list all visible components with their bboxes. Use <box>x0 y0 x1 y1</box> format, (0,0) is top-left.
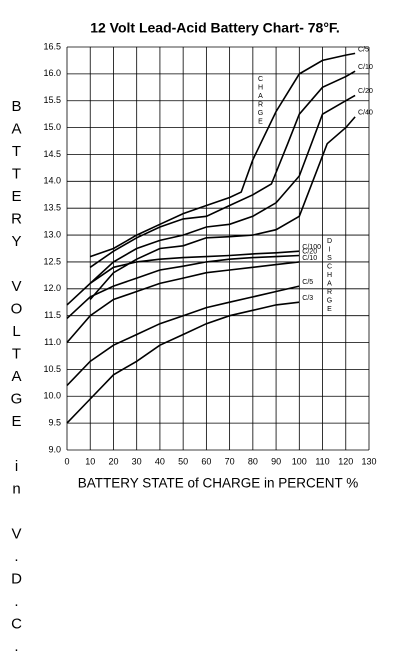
y-tick-label: 9.5 <box>48 418 61 428</box>
series-line <box>89 116 356 301</box>
y-tick-label: 16.0 <box>43 68 61 78</box>
x-tick-label: 10 <box>85 456 95 466</box>
y-tick-label: 12.0 <box>43 283 61 293</box>
series-label: C/20 <box>302 248 317 255</box>
y-tick-label: 11.5 <box>44 310 61 320</box>
y-tick-label: 13.0 <box>43 229 61 239</box>
series-label: C/40 <box>358 110 373 117</box>
x-tick-label: 0 <box>64 456 69 466</box>
series-label: C/10 <box>358 64 373 71</box>
y-tick-label: 16.5 <box>43 41 61 51</box>
y-tick-label: 13.5 <box>43 203 61 213</box>
x-tick-label: 120 <box>338 456 353 466</box>
chart-title: 12 Volt Lead-Acid Battery Chart- 78°F. <box>90 20 340 36</box>
x-axis-label: BATTERY STATE of CHARGE in PERCENT % <box>78 476 359 491</box>
series-line <box>66 261 300 344</box>
y-tick-label: 15.5 <box>43 95 61 105</box>
series-line <box>66 254 300 319</box>
y-tick-label: 10.0 <box>43 391 61 401</box>
x-tick-label: 30 <box>132 456 142 466</box>
y-tick-label: 10.5 <box>43 364 61 374</box>
series-label: C/3 <box>302 295 313 302</box>
series-line <box>89 70 356 268</box>
x-tick-label: 130 <box>361 456 376 466</box>
series-label: C/5 <box>358 46 369 53</box>
y-axis-label: BATTERY VOLTAGE in V.D.C. <box>8 98 25 661</box>
charge-label: CHARGE <box>257 76 264 127</box>
series-line <box>66 250 300 306</box>
series-label: C/10 <box>302 255 317 262</box>
x-tick-label: 100 <box>292 456 307 466</box>
x-tick-label: 110 <box>315 456 329 466</box>
y-tick-label: 14.5 <box>43 149 61 159</box>
series-label: C/5 <box>302 279 313 286</box>
x-tick-label: 50 <box>178 456 188 466</box>
page: 12 Volt Lead-Acid Battery Chart- 78°F. B… <box>8 19 377 661</box>
x-tick-label: 40 <box>155 456 165 466</box>
series-line <box>89 94 356 284</box>
y-tick-label: 12.5 <box>43 256 61 266</box>
y-tick-label: 9.0 <box>48 444 61 454</box>
y-tick-label: 14.0 <box>43 176 61 186</box>
series-line <box>66 285 300 387</box>
x-tick-label: 70 <box>225 456 235 466</box>
series-line <box>66 301 300 424</box>
x-tick-label: 60 <box>201 456 211 466</box>
series-label: C/20 <box>358 88 373 95</box>
series-label: C/100 <box>302 244 321 251</box>
x-tick-label: 80 <box>248 456 258 466</box>
discharge-label: DISCHARGE <box>326 238 333 315</box>
x-tick-label: 90 <box>271 456 281 466</box>
x-tick-label: 20 <box>108 456 118 466</box>
y-tick-label: 15.0 <box>43 122 61 132</box>
chart: 12 Volt Lead-Acid Battery Chart- 78°F. B… <box>43 20 376 491</box>
series-line <box>89 52 356 258</box>
y-tick-label: 11.0 <box>44 337 61 347</box>
